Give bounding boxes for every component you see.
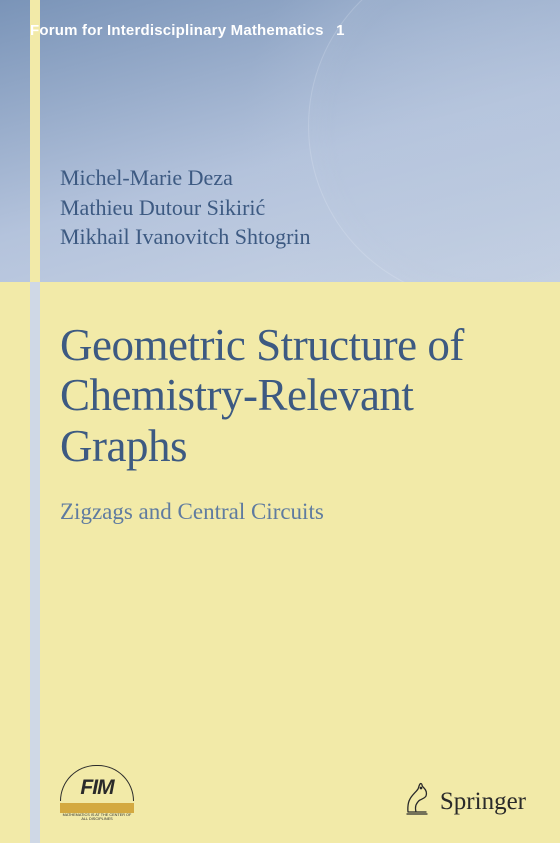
- series-name: Forum for Interdisciplinary Mathematics: [30, 22, 324, 39]
- authors-block: Michel-Marie Deza Mathieu Dutour Sikirić…: [60, 163, 311, 252]
- series-volume: 1: [336, 22, 345, 39]
- fim-acronym: FIM: [60, 776, 134, 800]
- title-block: Geometric Structure of Chemistry-Relevan…: [60, 320, 520, 525]
- bottom-logos-row: FIM MATHEMATICS IS AT THE CENTER OF ALL …: [60, 765, 526, 821]
- left-stripe-yellow: [30, 0, 40, 282]
- main-title: Geometric Structure of Chemistry-Relevan…: [60, 320, 520, 471]
- subtitle: Zigzags and Central Circuits: [60, 499, 520, 525]
- author-3: Mikhail Ivanovitch Shtogrin: [60, 222, 311, 252]
- top-gradient-section: Forum for Interdisciplinary Mathematics …: [0, 0, 560, 282]
- fim-bar: [60, 803, 134, 813]
- fim-tagline: MATHEMATICS IS AT THE CENTER OF ALL DISC…: [60, 813, 134, 821]
- springer-horse-icon: [402, 782, 432, 821]
- publisher-block: Springer: [402, 782, 526, 821]
- bottom-yellow-section: Geometric Structure of Chemistry-Relevan…: [0, 282, 560, 843]
- series-header: Forum for Interdisciplinary Mathematics …: [30, 22, 530, 39]
- book-cover: Forum for Interdisciplinary Mathematics …: [0, 0, 560, 843]
- publisher-name: Springer: [440, 788, 526, 816]
- author-1: Michel-Marie Deza: [60, 163, 311, 193]
- author-2: Mathieu Dutour Sikirić: [60, 193, 311, 223]
- fim-logo: FIM MATHEMATICS IS AT THE CENTER OF ALL …: [60, 765, 134, 821]
- left-stripe-blue: [30, 282, 40, 843]
